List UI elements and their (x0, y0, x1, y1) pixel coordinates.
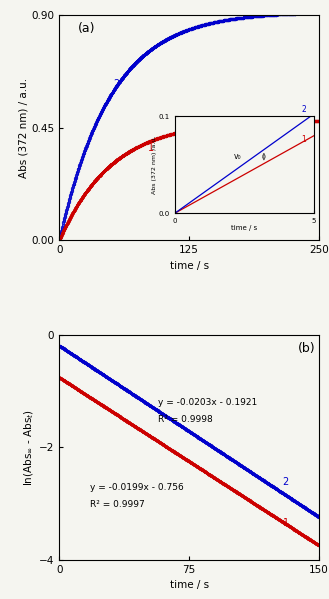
Text: R² = 0.9997: R² = 0.9997 (90, 500, 145, 509)
Text: R² = 0.9998: R² = 0.9998 (158, 415, 213, 424)
Text: 2: 2 (283, 477, 289, 487)
Text: 1: 1 (283, 519, 289, 528)
Y-axis label: Abs (372 nm) / a.u.: Abs (372 nm) / a.u. (18, 77, 28, 178)
X-axis label: time / s: time / s (170, 580, 209, 591)
Text: y = -0.0203x - 0.1921: y = -0.0203x - 0.1921 (158, 398, 257, 407)
X-axis label: time / s: time / s (170, 261, 209, 271)
Text: y = -0.0199x - 0.756: y = -0.0199x - 0.756 (90, 483, 184, 492)
Text: 2: 2 (113, 79, 119, 89)
Text: 1: 1 (148, 143, 154, 153)
Text: (a): (a) (77, 22, 95, 35)
Text: (b): (b) (298, 341, 316, 355)
Y-axis label: ln(Abs$_\infty$ - Abs$_t$): ln(Abs$_\infty$ - Abs$_t$) (23, 409, 36, 486)
